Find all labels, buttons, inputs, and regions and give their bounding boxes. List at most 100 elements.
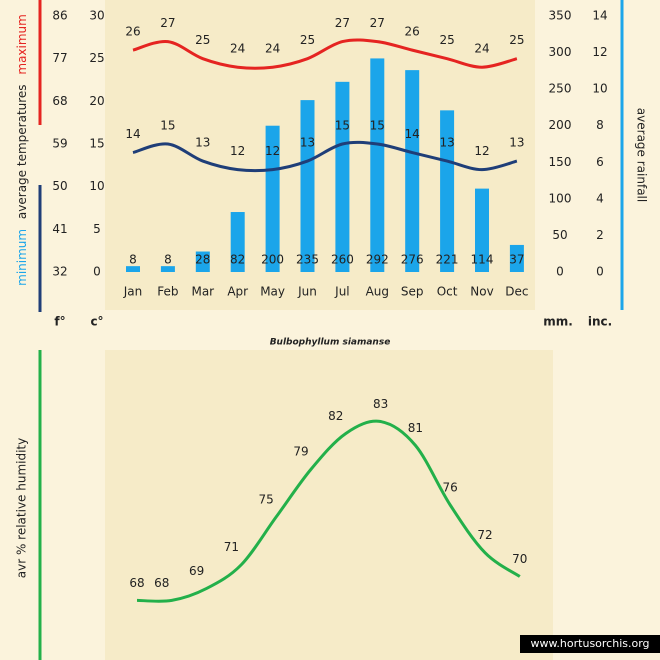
c-tick-label: 25	[89, 51, 104, 65]
inc-tick-label: 4	[596, 191, 604, 205]
x-tick-label: Aug	[366, 285, 389, 299]
f-tick-label: 59	[52, 137, 67, 151]
f-tick-label: 50	[52, 179, 67, 193]
x-tick-label: Apr	[227, 285, 248, 299]
bar	[509, 244, 524, 272]
x-tick-label: Jun	[297, 285, 317, 299]
value-label: 12	[474, 144, 489, 158]
bar-label: 8	[164, 253, 172, 267]
bar-label: 37	[509, 253, 524, 267]
value-label: 15	[160, 119, 175, 133]
mm-tick-label: 350	[549, 9, 572, 23]
bar-label: 292	[366, 253, 389, 267]
bar	[300, 100, 315, 272]
value-label: 68	[129, 576, 144, 590]
value-label: 14	[125, 127, 140, 141]
value-label: 14	[405, 127, 420, 141]
x-tick-label: Sep	[401, 285, 424, 299]
value-label: 13	[439, 136, 454, 150]
bar-label: 82	[230, 253, 245, 267]
value-label: 12	[265, 144, 280, 158]
c-tick-label: 5	[93, 222, 101, 236]
value-label: 25	[195, 33, 210, 47]
value-label: 24	[230, 42, 245, 56]
mm-tick-label: 300	[549, 45, 572, 59]
x-tick-label: Mar	[191, 285, 214, 299]
value-label: 75	[259, 492, 274, 506]
bar-label: 260	[331, 253, 354, 267]
footer: www.hortusorchis.org	[530, 637, 649, 650]
value-label: 70	[512, 552, 527, 566]
mm-tick-label: 250	[549, 82, 572, 96]
line	[132, 38, 518, 70]
bar-label: 235	[296, 253, 319, 267]
bar	[230, 212, 245, 272]
mm-tick-label: 0	[556, 265, 564, 279]
c-tick-label: 0	[93, 265, 101, 279]
bar	[195, 251, 210, 272]
value-label: 26	[125, 25, 140, 39]
value-label: 13	[195, 136, 210, 150]
inc-tick-label: 10	[592, 82, 607, 96]
f-tick-label: 86	[52, 9, 67, 23]
bar	[160, 266, 175, 272]
maximum-label: maximum	[15, 14, 29, 74]
bar-label: 200	[261, 253, 284, 267]
bar-label: 276	[401, 253, 424, 267]
bar	[126, 266, 140, 272]
bar-label: 114	[471, 253, 494, 267]
bar	[265, 125, 280, 272]
f-tick-label: 68	[52, 94, 67, 108]
temp-label: average temperatures	[15, 84, 29, 219]
footer-bg	[520, 635, 660, 653]
value-label: 72	[477, 528, 492, 542]
f-tick-label: 32	[52, 265, 67, 279]
mm-tick-label: 50	[552, 228, 567, 242]
x-tick-label: Jan	[123, 285, 143, 299]
x-tick-label: May	[260, 285, 285, 299]
c-tick-label: 30	[89, 9, 104, 23]
c-tick-label: 15	[89, 137, 104, 151]
value-label: 83	[373, 397, 388, 411]
unit-label: c°	[90, 315, 103, 329]
bar	[335, 81, 350, 272]
bar-label: 8	[129, 253, 137, 267]
unit-label: mm.	[543, 315, 573, 329]
plot-panel	[105, 350, 553, 660]
value-label: 69	[189, 564, 204, 578]
value-label: 82	[328, 409, 343, 423]
value-label: 24	[265, 42, 280, 56]
value-label: 26	[405, 25, 420, 39]
mm-tick-label: 100	[549, 191, 572, 205]
value-label: 25	[300, 33, 315, 47]
y2-axis-label: average rainfall	[635, 108, 649, 202]
inc-tick-label: 6	[596, 155, 604, 169]
inc-tick-label: 14	[592, 9, 607, 23]
c-tick-label: 20	[89, 94, 104, 108]
bar	[440, 110, 455, 273]
inc-tick-label: 8	[596, 118, 604, 132]
c-tick-label: 10	[89, 179, 104, 193]
minimum-label: minimum	[15, 229, 29, 286]
value-label: 24	[474, 42, 489, 56]
x-tick-label: Feb	[157, 285, 178, 299]
bar-label: 28	[195, 253, 210, 267]
f-tick-label: 41	[52, 222, 67, 236]
bar	[370, 58, 385, 273]
inc-tick-label: 2	[596, 228, 604, 242]
bar-label: 221	[436, 253, 459, 267]
value-label: 25	[509, 33, 524, 47]
line	[132, 140, 518, 173]
inc-tick-label: 12	[592, 45, 607, 59]
mm-tick-label: 200	[549, 118, 572, 132]
value-label: 15	[335, 119, 350, 133]
inc-tick-label: 0	[596, 265, 604, 279]
value-label: 71	[224, 540, 239, 554]
f-tick-label: 77	[52, 51, 67, 65]
x-tick-label: Oct	[437, 285, 458, 299]
value-label: 81	[408, 421, 423, 435]
unit-label: f°	[54, 315, 65, 329]
line	[136, 419, 521, 603]
value-label: 13	[300, 136, 315, 150]
